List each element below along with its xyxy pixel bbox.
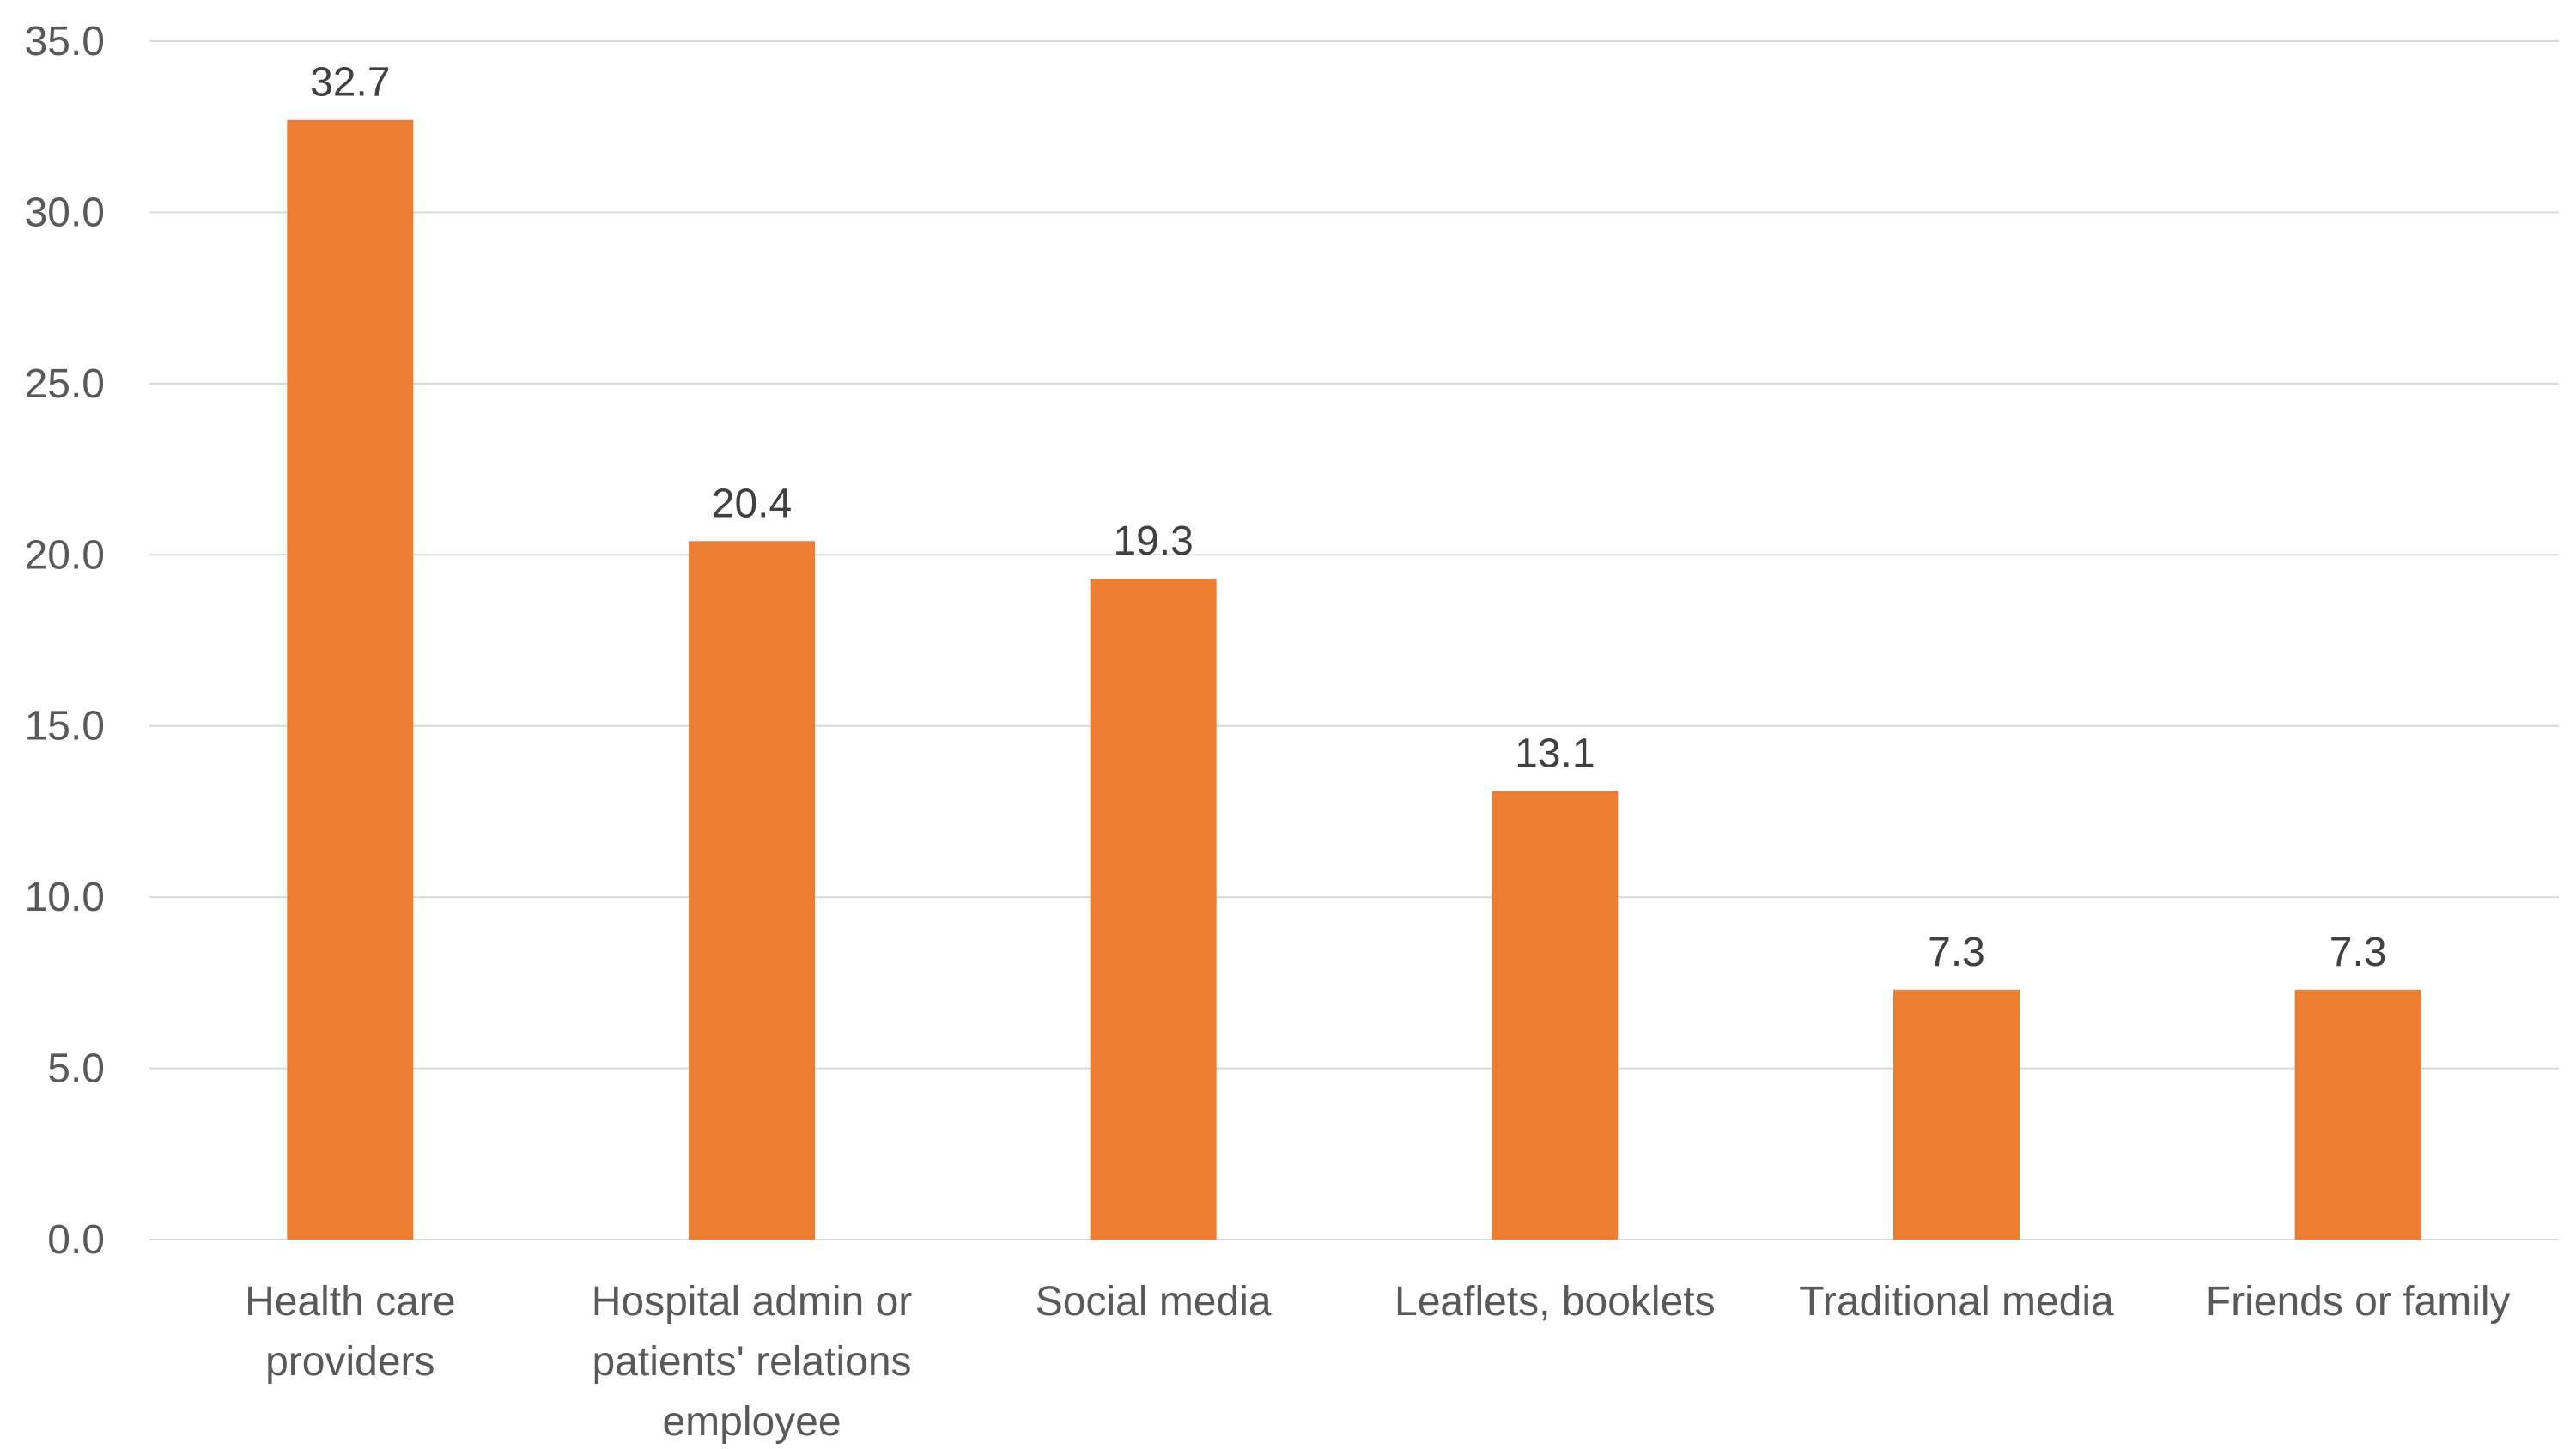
bars (287, 119, 2421, 1240)
data-label: 19.3 (1113, 518, 1193, 564)
y-tick-label: 15.0 (25, 704, 105, 749)
x-tick-label-line: Traditional media (1799, 1279, 2114, 1325)
x-tick-label: Leaflets, booklets (1394, 1279, 1716, 1325)
x-tick-label-line: Leaflets, booklets (1394, 1279, 1716, 1325)
x-tick-label: Traditional media (1799, 1279, 2114, 1325)
y-tick-label: 0.0 (47, 1217, 105, 1263)
y-tick-label: 35.0 (25, 19, 105, 64)
bar (689, 541, 815, 1240)
x-tick-label-line: Hospital admin or (592, 1279, 913, 1325)
data-label: 13.1 (1515, 731, 1595, 776)
x-tick-label-line: providers (265, 1339, 434, 1385)
data-label: 20.4 (712, 481, 792, 526)
x-tick-label-line: Social media (1036, 1279, 1272, 1325)
bar (2294, 989, 2421, 1240)
x-tick-label: Friends or family (2206, 1279, 2511, 1325)
data-labels: 32.7 20.4 19.3 13.1 7.3 7.3 (310, 60, 2386, 975)
x-axis: Health care providers Hospital admin or pat… (245, 1279, 2510, 1445)
bar (287, 119, 414, 1240)
data-label: 32.7 (310, 60, 390, 106)
x-tick-label: Hospital admin or patients' relations empl… (592, 1279, 913, 1445)
x-tick-label-line: Friends or family (2206, 1279, 2511, 1325)
data-label: 7.3 (1928, 930, 1985, 975)
data-label: 7.3 (2330, 930, 2387, 975)
y-tick-label: 20.0 (25, 532, 105, 578)
y-tick-label: 25.0 (25, 361, 105, 407)
y-axis: 0.0 5.0 10.0 15.0 20.0 25.0 30.0 35.0 (25, 19, 105, 1263)
x-tick-label: Health care providers (245, 1279, 455, 1385)
y-tick-label: 30.0 (25, 190, 105, 235)
y-tick-label: 5.0 (47, 1046, 105, 1092)
bar (1893, 989, 2020, 1240)
bar (1492, 791, 1619, 1240)
x-tick-label-line: patients' relations (592, 1339, 911, 1385)
x-tick-label-line: Health care (245, 1279, 455, 1325)
bar (1090, 579, 1217, 1240)
y-tick-label: 10.0 (25, 875, 105, 920)
gridlines (149, 40, 2559, 1240)
x-tick-label: Social media (1036, 1279, 1272, 1325)
x-tick-label-line: employee (662, 1399, 841, 1445)
